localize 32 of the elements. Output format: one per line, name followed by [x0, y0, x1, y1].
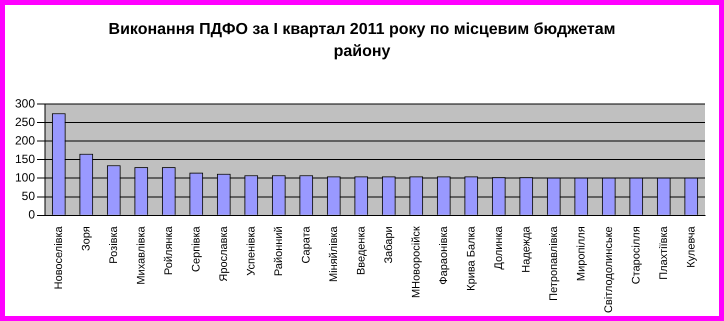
x-tick-label: Надежда — [520, 225, 532, 273]
x-tick-label: Світлодолинське — [602, 226, 615, 314]
y-tick-label: 300 — [14, 96, 36, 110]
x-tick-label: Михавлівка — [135, 225, 148, 285]
x-tick-label: Ярославка — [218, 225, 230, 282]
x-tick-label: Серпівка — [190, 225, 202, 272]
y-tick-label: 0 — [28, 208, 36, 222]
chart-title: Виконання ПДФО за І квартал 2011 року по місцевим бюджетам району — [108, 20, 616, 62]
x-tick-label: Зоря — [80, 226, 92, 252]
y-tick-label: 200 — [14, 133, 36, 148]
x-tick-label: Миропілля — [575, 226, 588, 282]
x-tick-label: Міняйлівка — [328, 225, 340, 282]
x-tick-label: Плахтіївка — [658, 225, 670, 280]
x-tick-label: Сарата — [300, 225, 312, 264]
x-tick-label: Забари — [382, 226, 395, 264]
x-tick-label: Долинка — [492, 225, 505, 270]
x-tick-label: Крива Балка — [465, 225, 478, 291]
x-tick-label: МНоворосійск — [410, 226, 422, 298]
x-tick-label: Кулевча — [685, 225, 698, 268]
x-tick-label: Розівка — [108, 225, 120, 264]
y-tick-label: 250 — [14, 114, 36, 129]
x-tick-label: Фараонівка — [438, 225, 450, 285]
y-tick-label: 150 — [14, 152, 36, 166]
x-tick-label: Новоселівка — [52, 225, 65, 290]
x-tick-label: Петропавлівка — [548, 225, 560, 301]
x-tick-label: Районний — [272, 226, 285, 276]
x-tick-label: Ройлянка — [162, 225, 175, 276]
x-tick-label: Успенівка — [245, 225, 258, 276]
x-tick-label: Старосілля — [630, 226, 642, 284]
y-tick-label: 100 — [14, 170, 36, 185]
x-tick-label: Введенка — [355, 225, 368, 276]
y-tick-label: 50 — [22, 189, 36, 204]
